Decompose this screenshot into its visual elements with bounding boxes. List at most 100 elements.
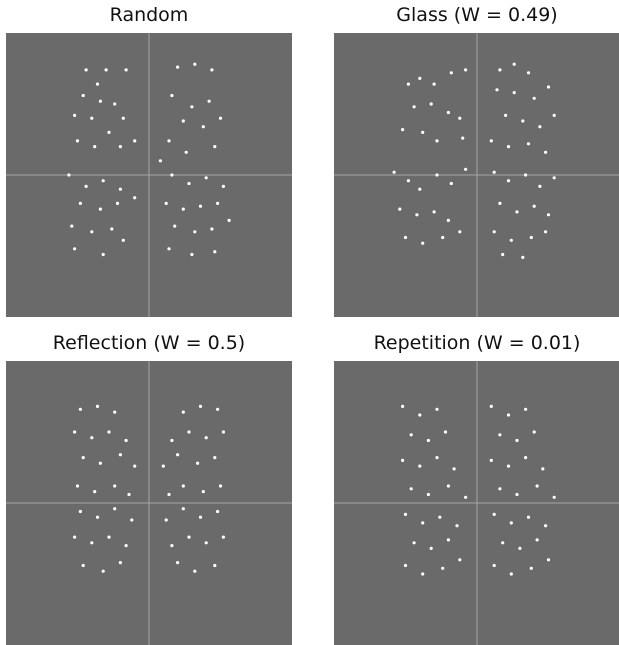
- dot: [535, 538, 539, 542]
- dot: [435, 456, 439, 460]
- dot: [421, 241, 425, 245]
- dot: [489, 404, 493, 408]
- dot: [90, 436, 94, 440]
- dot: [90, 541, 94, 545]
- dot: [101, 179, 105, 183]
- dot: [464, 68, 468, 72]
- dot: [227, 218, 231, 222]
- dot: [489, 139, 493, 143]
- dot: [170, 93, 174, 98]
- dot: [218, 484, 223, 488]
- dot: [190, 105, 194, 109]
- dot: [121, 238, 125, 242]
- dot: [176, 561, 180, 565]
- dot: [73, 430, 77, 434]
- dot: [541, 467, 545, 471]
- dot: [489, 458, 493, 462]
- dot: [201, 490, 205, 494]
- dot: [78, 509, 82, 514]
- dot: [198, 204, 203, 208]
- dot: [70, 224, 74, 228]
- dot: [426, 438, 430, 443]
- dot: [535, 484, 539, 488]
- dot: [504, 113, 508, 117]
- dot: [546, 85, 551, 89]
- dot: [546, 558, 551, 562]
- dot: [187, 181, 191, 186]
- dot: [193, 62, 197, 66]
- dot: [429, 102, 433, 106]
- dot: [221, 184, 225, 188]
- dot: [435, 139, 439, 143]
- dot: [118, 187, 122, 191]
- stimulus-image: [6, 33, 292, 317]
- dot: [441, 235, 445, 240]
- dot: [455, 524, 459, 528]
- dot: [130, 518, 134, 522]
- dot: [164, 518, 168, 522]
- dot: [107, 130, 111, 134]
- dot: [107, 535, 111, 539]
- dot: [544, 150, 548, 154]
- dot: [110, 227, 114, 231]
- dot: [201, 125, 205, 129]
- dot: [181, 484, 185, 488]
- dot: [458, 230, 462, 234]
- dot: [498, 68, 502, 72]
- dot: [167, 139, 171, 143]
- dot: [529, 566, 533, 570]
- dot: [167, 247, 171, 251]
- dot: [538, 184, 542, 188]
- dot: [78, 407, 82, 411]
- dot: [415, 213, 419, 217]
- dot: [193, 230, 197, 234]
- dot: [512, 91, 516, 95]
- dot: [406, 179, 410, 183]
- dot: [492, 230, 496, 234]
- dot: [184, 150, 188, 154]
- dot: [95, 515, 100, 519]
- dot: [398, 207, 402, 211]
- dot: [432, 210, 436, 214]
- dot: [93, 490, 97, 494]
- dot: [532, 204, 536, 208]
- dot: [515, 210, 519, 214]
- panel-title: Random: [109, 4, 189, 26]
- dot: [104, 68, 108, 72]
- dot: [524, 456, 528, 460]
- dot: [101, 569, 105, 573]
- dot: [193, 569, 197, 573]
- dot-pattern: [334, 361, 619, 645]
- dot: [196, 461, 200, 465]
- dot: [118, 145, 122, 149]
- dot: [113, 484, 117, 488]
- dot: [95, 82, 100, 86]
- dot: [95, 404, 100, 408]
- dot: [213, 456, 217, 460]
- dot: [210, 227, 214, 231]
- panel-title: Glass (W = 0.49): [396, 4, 558, 26]
- dot: [498, 487, 502, 491]
- dot: [67, 173, 71, 177]
- dot: [221, 430, 225, 434]
- dot: [216, 407, 220, 411]
- dot: [216, 509, 220, 514]
- dot: [446, 538, 450, 542]
- dot: [438, 515, 442, 519]
- dot: [90, 116, 94, 120]
- dot: [403, 235, 408, 240]
- dot: [552, 495, 556, 499]
- dot: [492, 512, 496, 516]
- dot: [429, 546, 433, 550]
- dot: [506, 464, 511, 468]
- dot: [464, 495, 468, 499]
- dot: [133, 196, 137, 200]
- dot: [181, 410, 185, 414]
- dot: [176, 453, 180, 457]
- dot: [121, 116, 125, 120]
- dot: [113, 102, 117, 106]
- dot: [452, 467, 456, 471]
- dot: [515, 438, 519, 443]
- dot: [161, 464, 165, 468]
- dot: [221, 535, 225, 539]
